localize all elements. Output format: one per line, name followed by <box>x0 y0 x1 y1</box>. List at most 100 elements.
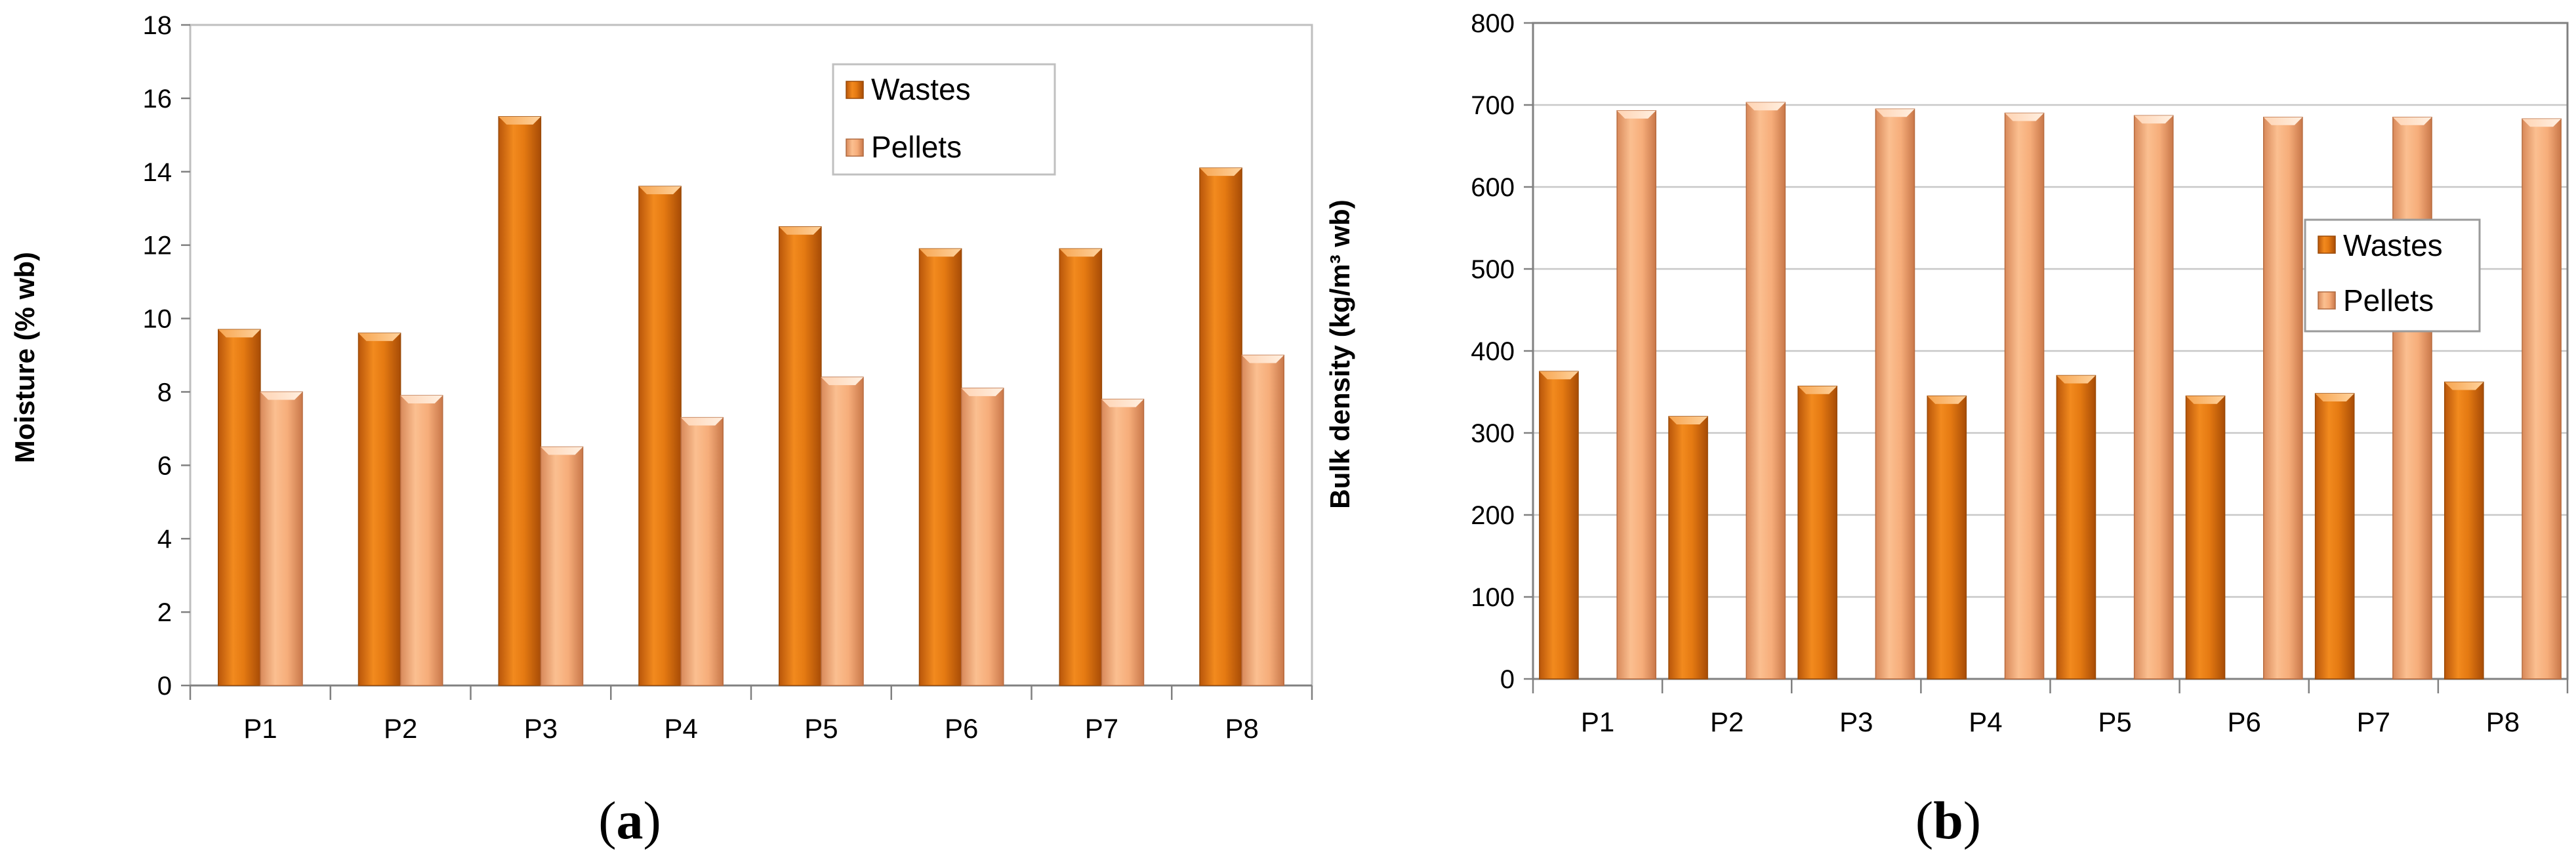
bar-pellets <box>2392 117 2432 680</box>
y-tick-label: 400 <box>1471 337 1515 366</box>
panel-label-b: (b) <box>1915 790 1981 850</box>
x-axis-labels: P1 P2 P3 P4 P5 P6 P7 P8 <box>1581 706 2520 737</box>
bar-bevel <box>639 186 682 195</box>
bar-pellets <box>1616 110 1657 680</box>
bar-bevel <box>919 249 962 257</box>
bar-pellets <box>2004 112 2045 680</box>
y-tick-label: 6 <box>157 451 172 480</box>
bar-bevel <box>1927 396 1967 404</box>
y-tick-label: 0 <box>1500 665 1515 694</box>
y-tick-label: 12 <box>143 232 173 260</box>
x-tick-label: P3 <box>524 713 558 744</box>
bar-wastes <box>2185 396 2226 680</box>
bar-bevel <box>1798 386 1837 394</box>
legend-label-wastes: Wastes <box>871 72 971 106</box>
bar-bevel <box>541 447 583 455</box>
legend-label-pellets: Pellets <box>871 130 962 164</box>
bar-bevel <box>1242 355 1284 363</box>
bar-wastes <box>1059 248 1103 686</box>
x-tick-label: P5 <box>2098 706 2131 737</box>
legend-swatch-wastes <box>846 81 864 99</box>
bar-wastes <box>1927 396 1967 680</box>
legend-swatch-pellets <box>2318 291 2336 310</box>
bar-wastes <box>779 226 822 686</box>
bar-bevel <box>1875 109 1915 117</box>
x-tick-label: P8 <box>2486 706 2520 737</box>
y-axis-title: Moisture (% wb) <box>9 252 40 463</box>
bar-bevel <box>260 392 302 400</box>
bar-pellets <box>680 417 724 686</box>
bar-bevel <box>1059 249 1102 257</box>
bar-wastes <box>2443 381 2484 680</box>
bar-bevel <box>2263 117 2302 125</box>
bar-pellets <box>540 446 584 686</box>
bar-pellets <box>2522 118 2562 680</box>
bar-bevel <box>1101 399 1144 407</box>
legend: Wastes Pellets <box>832 63 1056 176</box>
x-tick-label: P4 <box>664 713 697 744</box>
x-axis-labels: P1 P2 P3 P4 P5 P6 P7 P8 <box>243 713 1259 744</box>
bar-wastes <box>218 329 261 686</box>
y-tick-label: 300 <box>1471 419 1515 448</box>
y-tick-label: 10 <box>143 305 173 334</box>
y-tick-label: 700 <box>1471 91 1515 120</box>
y-tick-label: 500 <box>1471 255 1515 284</box>
bar-bevel <box>1200 168 1242 176</box>
bar-bevel <box>1617 110 1656 119</box>
bar-bevel <box>821 377 863 386</box>
y-tick-label: 2 <box>157 598 172 627</box>
bar-bevel <box>961 388 1004 396</box>
bar-pellets <box>960 388 1004 686</box>
bar-bevel <box>499 116 541 125</box>
x-tick-label: P1 <box>1581 706 1614 737</box>
y-tick-label: 600 <box>1471 173 1515 202</box>
bar-wastes <box>2056 375 2096 680</box>
bar-pellets <box>1101 398 1145 686</box>
y-tick-label: 18 <box>143 11 173 40</box>
bar-bevel <box>2522 119 2562 127</box>
x-tick-label: P6 <box>945 713 978 744</box>
bar-bevel <box>2444 382 2484 390</box>
legend-swatch-wastes <box>2318 235 2336 254</box>
bar-bevel <box>779 226 821 235</box>
bar-pellets <box>2133 115 2174 680</box>
bar-wastes <box>638 186 682 686</box>
bar-bevel <box>1668 417 1708 424</box>
x-tick-label: P5 <box>804 713 838 744</box>
bar-bevel <box>218 329 260 338</box>
y-tick-label: 4 <box>157 525 172 554</box>
bars <box>218 116 1284 686</box>
bar-bevel <box>400 396 443 404</box>
x-tick-label: P2 <box>384 713 417 744</box>
bar-pellets <box>821 377 864 686</box>
bar-wastes <box>358 333 401 686</box>
x-tick-label: P3 <box>1839 706 1873 737</box>
panel-label-a: (a) <box>598 790 661 850</box>
bar-bevel <box>1746 102 1786 111</box>
bar-wastes <box>918 248 962 686</box>
bar-bevel <box>2056 375 2096 384</box>
bar-bevel <box>1539 371 1578 380</box>
bar-wastes <box>2314 393 2355 680</box>
legend-swatch-pellets <box>846 138 864 157</box>
legend: Wastes Pellets <box>2304 218 2481 333</box>
x-tick-label: P7 <box>1085 713 1118 744</box>
legend-label-pellets: Pellets <box>2343 283 2434 317</box>
bar-bevel <box>2392 117 2432 125</box>
bar-bevel <box>2134 115 2173 124</box>
legend-label-wastes: Wastes <box>2343 228 2443 262</box>
x-tick-label: P1 <box>243 713 277 744</box>
y-tick-label: 8 <box>157 378 172 407</box>
bars <box>1539 102 2562 680</box>
y-tick-label: 0 <box>157 672 172 701</box>
y-tick-label: 800 <box>1471 9 1515 38</box>
x-tick-label: P6 <box>2228 706 2261 737</box>
y-tick-label: 200 <box>1471 501 1515 530</box>
x-tick-label: P2 <box>1710 706 1744 737</box>
bar-wastes <box>1539 371 1579 680</box>
y-axis-title: Bulk density (kg/m³ wb) <box>1324 199 1355 508</box>
bulk-density-chart: 0 100 200 300 400 500 600 700 800 P1 P2 P3 P4 P5 P6 P7… <box>1324 9 2569 850</box>
x-tick-label: P7 <box>2357 706 2390 737</box>
bar-wastes <box>1797 386 1837 680</box>
